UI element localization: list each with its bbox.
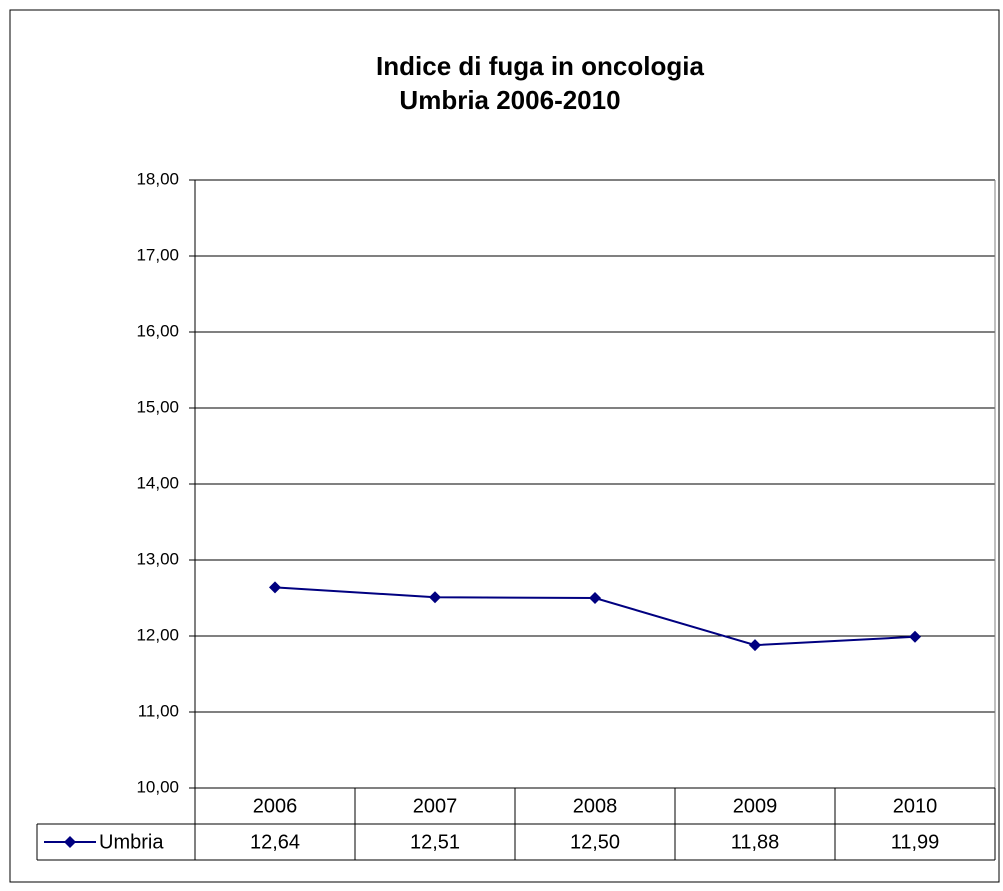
y-tick-label: 12,00 (136, 625, 179, 644)
marker (589, 592, 601, 604)
legend-label: Umbria (99, 831, 164, 853)
table-value: 11,99 (891, 831, 940, 853)
marker (269, 581, 281, 594)
y-tick-label: 15,00 (136, 397, 179, 416)
y-tick-label: 16,00 (136, 321, 179, 340)
table-value: 12,64 (250, 831, 300, 853)
x-tick-label: 2008 (573, 795, 618, 817)
chart-subtitle: Umbria 2006-2010 (399, 85, 620, 115)
chart-title: Indice di fuga in oncologia (376, 51, 704, 81)
chart-border (9, 9, 1000, 883)
table-value: 12,50 (570, 831, 620, 853)
x-tick-label: 2006 (253, 795, 298, 817)
marker (909, 630, 921, 643)
y-tick-label: 17,00 (136, 245, 179, 264)
y-tick-label: 10,00 (136, 777, 179, 796)
x-tick-label: 2009 (733, 795, 778, 817)
table-value: 12,51 (410, 831, 460, 853)
marker (749, 639, 761, 652)
y-tick-label: 11,00 (138, 701, 179, 720)
y-tick-label: 18,00 (136, 169, 179, 188)
marker (429, 591, 441, 604)
table-value: 11,88 (731, 831, 780, 853)
x-tick-label: 2007 (413, 795, 458, 817)
y-tick-label: 14,00 (136, 473, 179, 492)
y-tick-label: 13,00 (136, 549, 179, 568)
x-tick-label: 2010 (893, 795, 938, 817)
legend-marker (64, 836, 76, 848)
